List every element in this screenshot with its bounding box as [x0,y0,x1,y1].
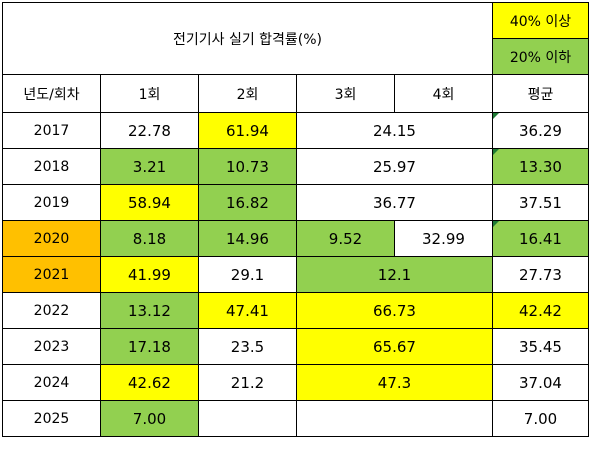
round-1-cell: 22.78 [100,112,199,149]
average-cell: 13.30 [492,148,589,185]
round-2-cell [198,400,297,437]
round-3-4-cell: 12.1 [296,256,493,293]
average-cell: 36.29 [492,112,589,149]
round-3-4-cell [296,400,493,437]
year-cell: 2025 [2,400,101,437]
table-row: 2019 58.94 16.82 36.77 37.51 [2,184,589,221]
average-cell: 37.51 [492,184,589,221]
round-3-4-cell: 24.15 [296,112,493,149]
round-2-cell: 10.73 [198,148,297,185]
year-cell: 2022 [2,292,101,329]
year-cell: 2024 [2,364,101,401]
round-2-cell: 21.2 [198,364,297,401]
round-1-cell: 3.21 [100,148,199,185]
year-cell: 2020 [2,220,101,257]
table-row: 2021 41.99 29.1 12.1 27.73 [2,256,589,293]
header-year: 년도/회차 [2,74,101,113]
header-round-4: 4회 [394,74,493,113]
year-cell: 2017 [2,112,101,149]
average-cell: 16.41 [492,220,589,257]
round-1-cell: 8.18 [100,220,199,257]
pass-rate-table: 전기기사 실기 합격률(%) 40% 이상 20% 이하 년도/회차 1회 2회… [2,2,589,437]
round-2-cell: 61.94 [198,112,297,149]
table-row: 2022 13.12 47.41 66.73 42.42 [2,292,589,329]
year-cell: 2018 [2,148,101,185]
round-3-4-cell: 36.77 [296,184,493,221]
round-1-cell: 7.00 [100,400,199,437]
table-row: 2017 22.78 61.94 24.15 36.29 [2,112,589,149]
year-cell: 2023 [2,328,101,365]
round-3-4-cell: 25.97 [296,148,493,185]
legend-high: 40% 이상 [492,2,589,39]
round-3-4-cell: 66.73 [296,292,493,329]
average-cell: 42.42 [492,292,589,329]
average-cell: 7.00 [492,400,589,437]
round-1-cell: 41.99 [100,256,199,293]
round-2-cell: 14.96 [198,220,297,257]
average-cell: 37.04 [492,364,589,401]
header-round-1: 1회 [100,74,199,113]
year-cell: 2019 [2,184,101,221]
header-average: 평균 [492,74,589,113]
round-3-cell: 9.52 [296,220,395,257]
round-3-4-cell: 65.67 [296,328,493,365]
round-3-4-cell: 47.3 [296,364,493,401]
round-1-cell: 17.18 [100,328,199,365]
year-cell: 2021 [2,256,101,293]
round-2-cell: 29.1 [198,256,297,293]
table-row: 2020 8.18 14.96 9.52 32.99 16.41 [2,220,589,257]
table-row: 2023 17.18 23.5 65.67 35.45 [2,328,589,365]
average-cell: 27.73 [492,256,589,293]
round-1-cell: 42.62 [100,364,199,401]
round-2-cell: 47.41 [198,292,297,329]
header-round-3: 3회 [296,74,395,113]
round-1-cell: 13.12 [100,292,199,329]
average-cell: 35.45 [492,328,589,365]
table-row: 2024 42.62 21.2 47.3 37.04 [2,364,589,401]
round-1-cell: 58.94 [100,184,199,221]
table-row: 2025 7.00 7.00 [2,400,589,437]
table-title: 전기기사 실기 합격률(%) [2,2,493,75]
legend-low: 20% 이하 [492,38,589,75]
round-2-cell: 23.5 [198,328,297,365]
table-row: 2018 3.21 10.73 25.97 13.30 [2,148,589,185]
header-round-2: 2회 [198,74,297,113]
round-2-cell: 16.82 [198,184,297,221]
round-4-cell: 32.99 [394,220,493,257]
